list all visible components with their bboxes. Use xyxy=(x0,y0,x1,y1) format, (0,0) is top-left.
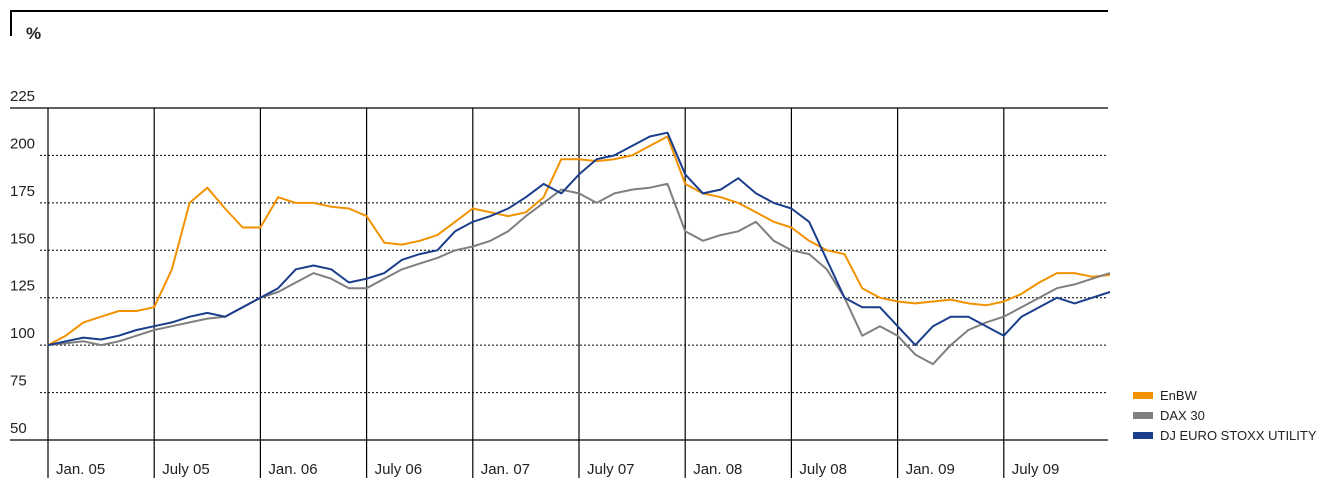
series-line xyxy=(47,135,1111,346)
unit-label: % xyxy=(26,24,41,43)
legend-label: EnBW xyxy=(1160,388,1198,403)
series-line xyxy=(47,131,1111,347)
y-tick-label: 125 xyxy=(10,278,35,295)
y-tick-label: 175 xyxy=(10,183,35,200)
x-tick-label: July 09 xyxy=(1012,461,1060,478)
legend-swatch xyxy=(1133,432,1153,439)
legend-swatch xyxy=(1133,412,1153,419)
x-tick-label: July 05 xyxy=(162,461,210,478)
x-tick-label: Jan. 05 xyxy=(56,461,105,478)
x-tick-label: July 07 xyxy=(587,461,635,478)
legend-label: DAX 30 xyxy=(1160,408,1205,423)
x-tick-label: Jan. 06 xyxy=(268,461,317,478)
y-tick-label: 225 xyxy=(10,88,35,105)
y-tick-label: 75 xyxy=(10,373,27,390)
y-tick-label: 200 xyxy=(10,135,35,152)
x-tick-label: July 06 xyxy=(375,461,423,478)
y-tick-label: 50 xyxy=(10,420,27,437)
y-tick-label: 100 xyxy=(10,325,35,342)
legend-swatch xyxy=(1133,392,1153,399)
x-tick-label: Jan. 08 xyxy=(693,461,742,478)
legend-label: DJ EURO STOXX UTILITY xyxy=(1160,428,1317,443)
y-tick-label: 150 xyxy=(10,230,35,247)
x-tick-label: Jan. 07 xyxy=(481,461,530,478)
x-tick-label: July 08 xyxy=(799,461,847,478)
x-tick-label: Jan. 09 xyxy=(906,461,955,478)
